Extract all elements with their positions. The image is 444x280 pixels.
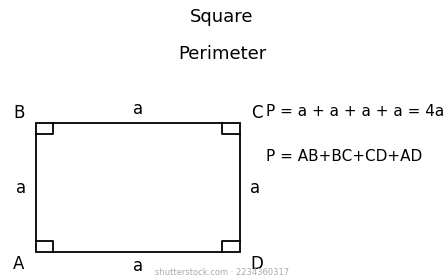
Text: a: a <box>133 257 143 275</box>
Text: Perimeter: Perimeter <box>178 45 266 63</box>
Text: shutterstock.com · 2234360317: shutterstock.com · 2234360317 <box>155 268 289 277</box>
Text: P = AB+BC+CD+AD: P = AB+BC+CD+AD <box>266 149 423 164</box>
Bar <box>36 123 240 252</box>
Text: B: B <box>13 104 24 122</box>
Text: C: C <box>251 104 262 122</box>
Text: a: a <box>133 100 143 118</box>
Text: A: A <box>13 255 24 273</box>
Text: P = a + a + a + a = 4a: P = a + a + a + a = 4a <box>266 104 444 120</box>
Text: D: D <box>251 255 264 273</box>
Text: a: a <box>16 179 26 197</box>
Text: a: a <box>250 179 260 197</box>
Text: Square: Square <box>190 8 254 26</box>
